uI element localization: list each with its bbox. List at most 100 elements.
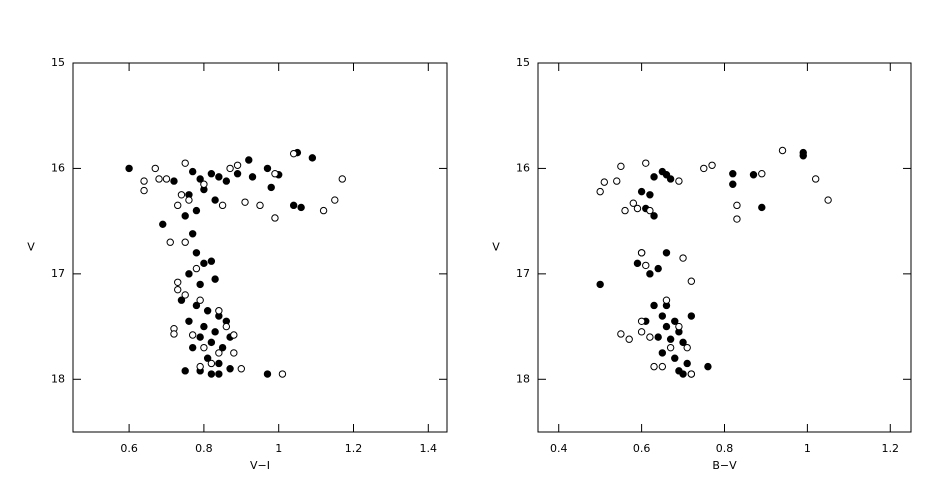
point — [650, 301, 658, 310]
point — [241, 198, 249, 206]
point — [140, 177, 148, 185]
point — [637, 317, 646, 325]
plot-frame — [537, 62, 912, 433]
point — [207, 170, 216, 178]
point — [646, 191, 654, 199]
point — [650, 173, 658, 181]
point — [267, 183, 275, 192]
point — [271, 214, 279, 222]
point — [203, 354, 212, 362]
point — [207, 338, 216, 347]
point — [662, 249, 671, 257]
point — [218, 201, 227, 210]
point — [188, 167, 197, 176]
point — [658, 349, 667, 357]
point — [662, 296, 671, 304]
point — [207, 257, 216, 265]
point — [125, 164, 133, 173]
point — [170, 330, 178, 338]
point — [646, 270, 654, 278]
y-tick-label: 16 — [51, 161, 65, 174]
point — [192, 301, 201, 310]
point — [662, 322, 671, 331]
point — [617, 162, 625, 171]
point — [671, 317, 679, 325]
point — [637, 328, 646, 336]
point — [700, 164, 708, 173]
point — [181, 212, 189, 220]
point — [196, 362, 204, 371]
point — [650, 212, 658, 220]
point — [613, 177, 621, 185]
point — [211, 328, 219, 336]
point — [778, 146, 787, 155]
point — [683, 359, 691, 368]
point — [196, 280, 204, 289]
point — [683, 343, 691, 352]
point — [617, 330, 625, 338]
y-tick-label: 18 — [516, 372, 530, 385]
point — [151, 164, 159, 173]
point — [289, 201, 298, 210]
point — [174, 278, 182, 286]
point — [226, 365, 234, 373]
point — [600, 178, 609, 186]
y-tick-label: 17 — [51, 267, 65, 280]
point — [331, 196, 339, 204]
y-tick-label: 18 — [51, 372, 65, 385]
point — [192, 249, 201, 257]
point — [297, 203, 305, 212]
x-tick-label: 0.4 — [550, 442, 568, 455]
point — [185, 196, 193, 204]
point — [245, 156, 253, 164]
x-tick-label: 1 — [804, 442, 811, 455]
point — [177, 296, 186, 304]
point — [675, 177, 683, 185]
point — [192, 264, 201, 273]
x-tick-label: 1 — [275, 442, 282, 455]
point — [248, 173, 257, 181]
point — [824, 196, 832, 204]
x-tick-label: 1.4 — [420, 442, 438, 455]
point — [155, 175, 163, 183]
point — [637, 249, 646, 257]
point — [215, 307, 223, 315]
y-axis-label: V — [492, 241, 500, 254]
point — [729, 170, 737, 178]
point — [185, 270, 193, 278]
point — [675, 322, 683, 331]
point — [170, 177, 178, 185]
x-tick-label: 0.8 — [716, 442, 734, 455]
point — [177, 191, 186, 199]
point — [211, 275, 219, 283]
point — [289, 149, 298, 158]
point — [658, 362, 667, 371]
point — [666, 175, 675, 183]
point — [319, 206, 328, 215]
point — [687, 312, 696, 320]
point — [200, 343, 208, 352]
x-tick-label: 0.6 — [633, 442, 651, 455]
x-axis-label: V−I — [250, 459, 270, 472]
point — [758, 170, 766, 178]
point — [226, 164, 234, 173]
point — [278, 370, 287, 378]
point — [233, 170, 242, 178]
plot-frame — [72, 62, 448, 433]
point — [671, 354, 679, 362]
point — [704, 362, 712, 371]
y-tick-label: 16 — [516, 161, 530, 174]
y-tick-label: 17 — [516, 267, 530, 280]
point — [211, 196, 219, 204]
point — [658, 312, 667, 320]
point — [650, 362, 658, 371]
point — [230, 331, 238, 339]
point — [207, 370, 216, 378]
point — [200, 180, 208, 188]
point — [666, 343, 675, 352]
point — [308, 154, 317, 162]
point — [338, 175, 346, 183]
point — [181, 291, 189, 299]
point — [200, 322, 208, 331]
